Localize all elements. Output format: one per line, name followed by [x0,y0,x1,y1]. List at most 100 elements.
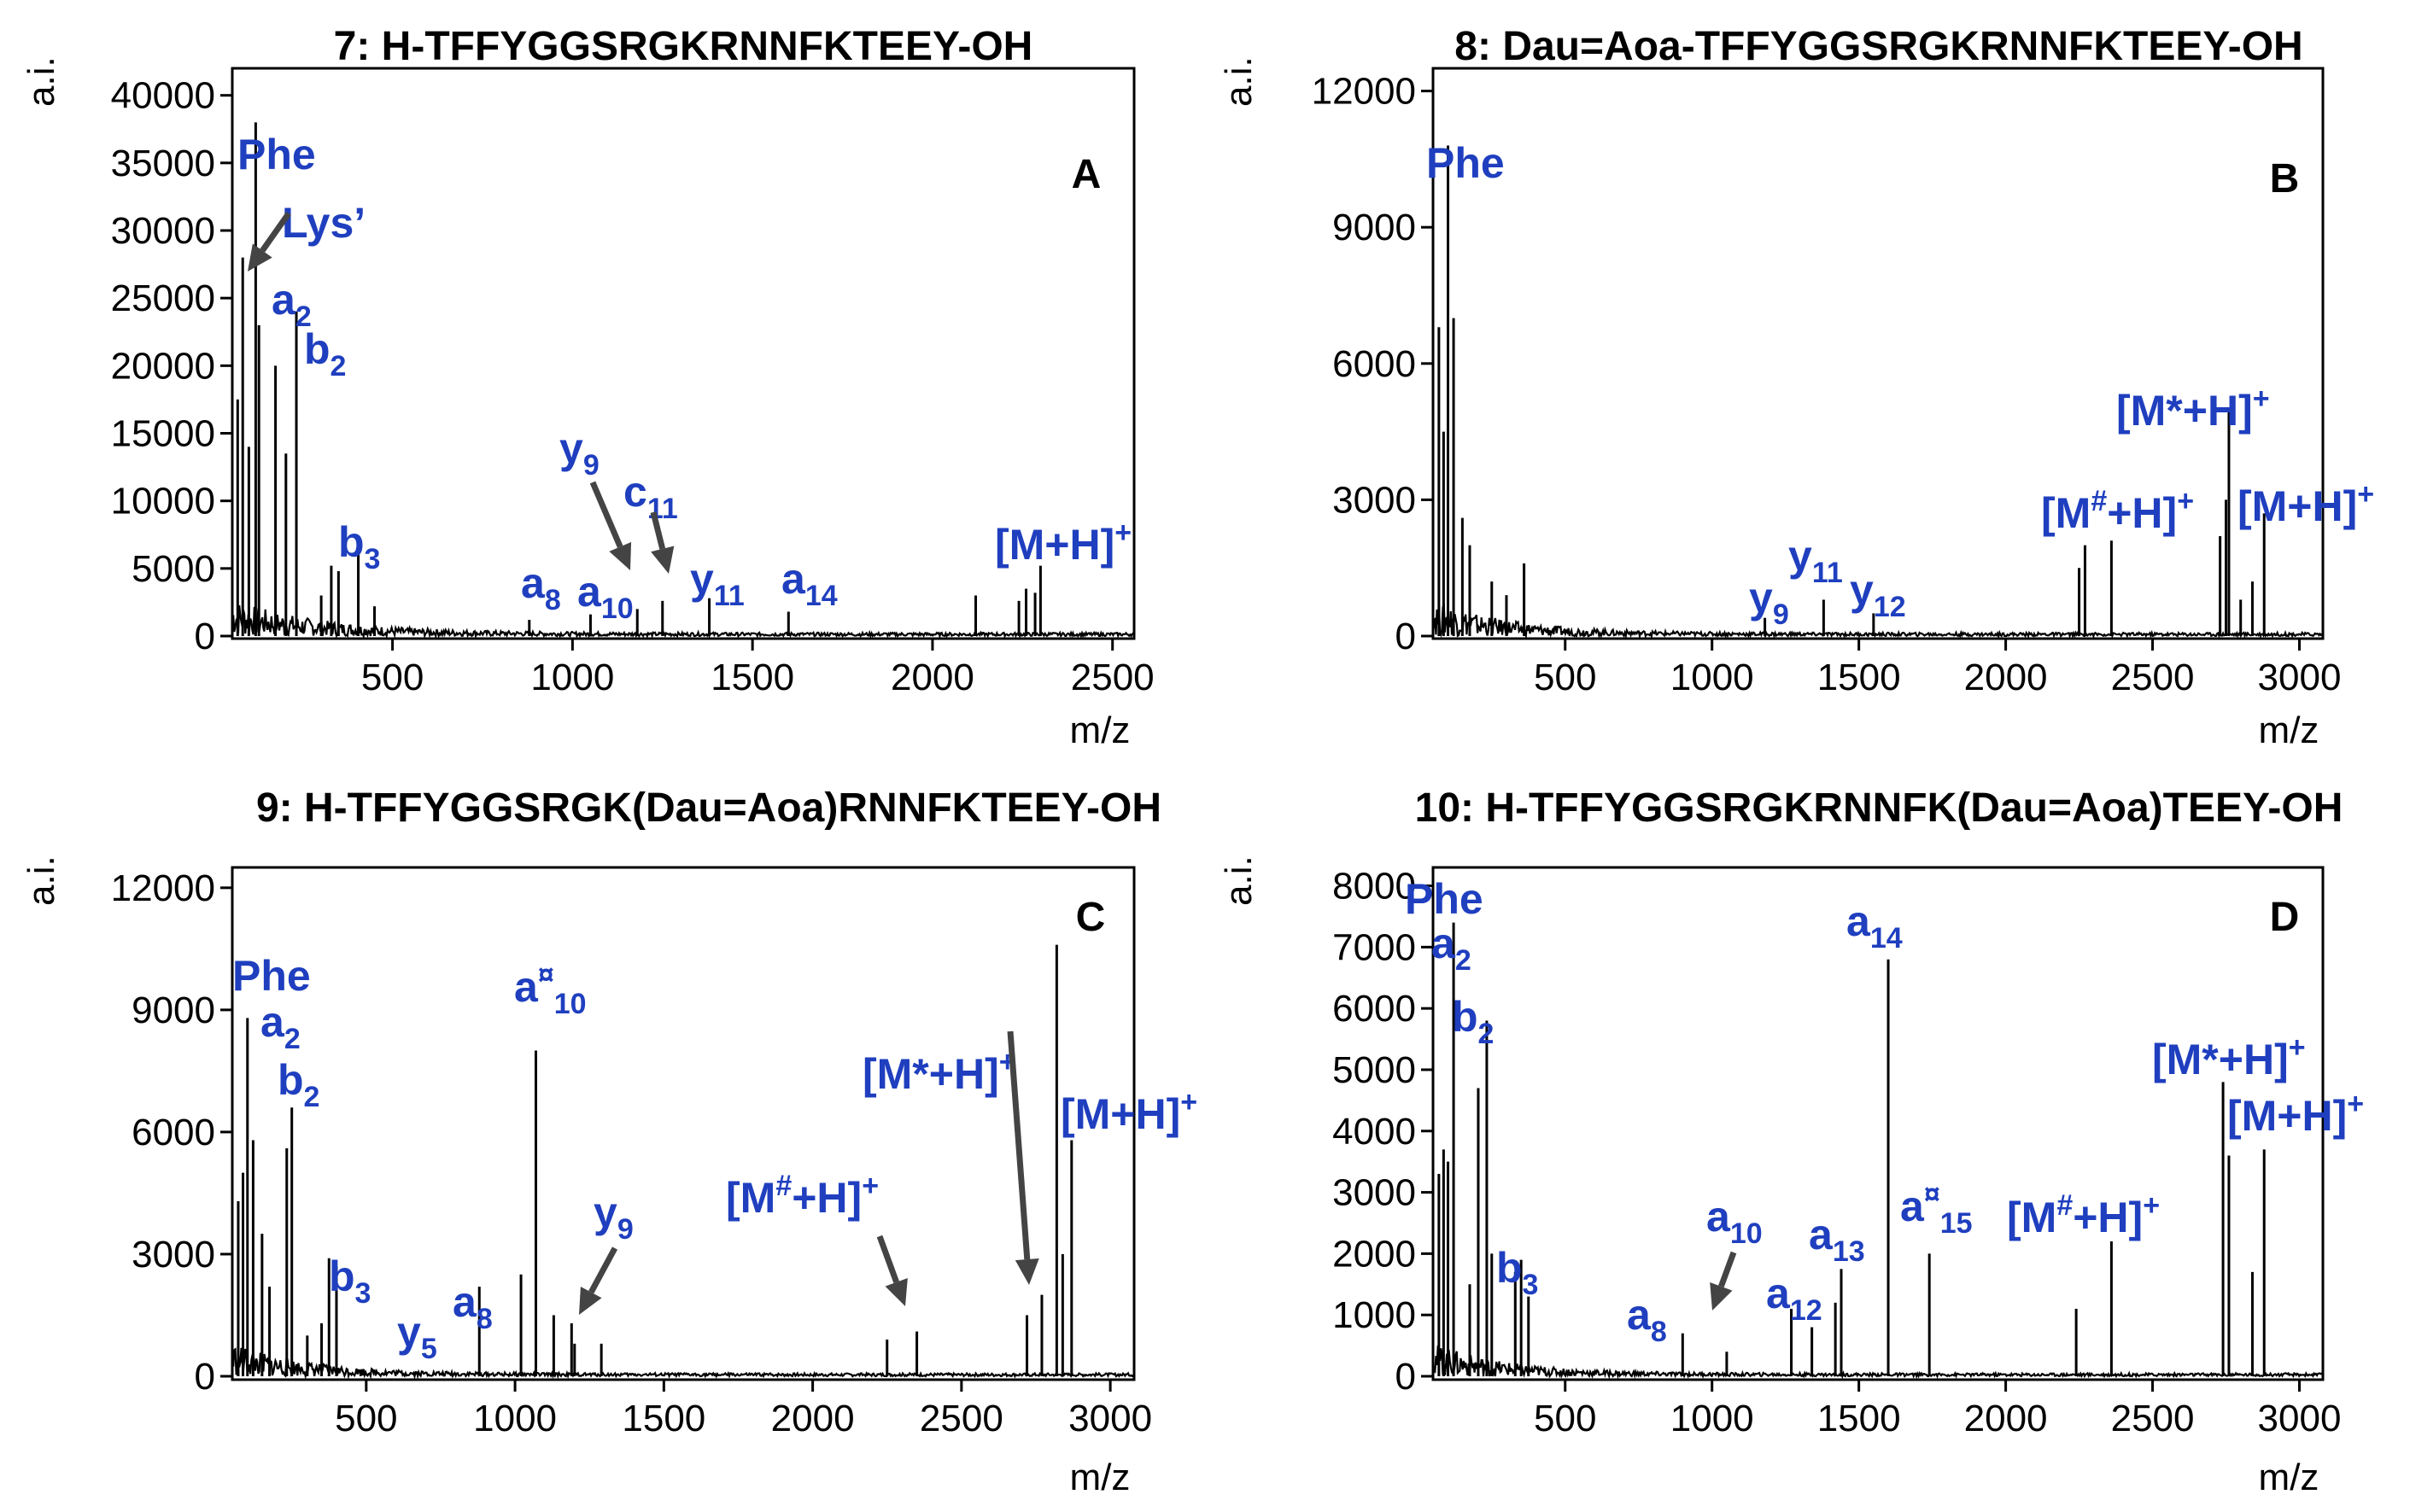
x-tick-label: 2500 [1071,657,1155,698]
x-tick-label: 2000 [891,657,974,698]
peak-annotation: a8 [1627,1291,1667,1348]
y-tick-label: 5000 [1332,1049,1416,1091]
spectrum-baseline [231,604,1135,639]
y-tick-label: 6000 [132,1112,215,1153]
peak-annotation: y9 [559,424,600,482]
y-axis-label: a.i. [1218,855,1260,906]
x-tick-label: 2000 [1964,657,2048,698]
annotation-arrow [588,1246,618,1294]
panel-letter: D [2270,895,2300,940]
y-tick-label: 9000 [132,990,215,1031]
peak-annotation: Lys’ [282,199,366,247]
y-tick-label: 12000 [111,867,215,909]
x-axis-label: m/z [2259,1457,2319,1498]
y-tick-label: 35000 [111,143,215,184]
x-tick-label: 2500 [2111,657,2195,698]
y-tick-label: 30000 [111,210,215,252]
peak-annotation: [M#+H]+ [2007,1189,2160,1241]
peak-annotation: b2 [278,1056,319,1113]
peak-annotation: y9 [1749,574,1789,631]
peak-annotation: Phe [1426,139,1505,187]
y-tick-label: 0 [195,616,215,657]
y-tick-label: 0 [1395,1356,1416,1398]
peak-annotation: b3 [329,1252,371,1310]
y-tick-label: 3000 [1332,479,1416,521]
y-tick-label: 40000 [111,75,215,117]
panel-title: 9: H-TFFYGGSRGK(Dau=Aoa)RNNFKTEEY-OH [256,785,1161,831]
y-axis-label: a.i. [20,56,62,107]
y-tick-label: 15000 [111,413,215,455]
peak-annotation: c11 [623,468,678,525]
panel-b: 8: Dau=Aoa-TFFYGGSRGKRNNFKTEEY-OH 0 3000 60… [1218,24,2374,751]
panel-a: 7: H-TFFYGGSRGKRNNFKTEEY-OH 0 5000 10000 150… [20,24,1155,751]
panel-title: 8: Dau=Aoa-TFFYGGSRGKRNNFKTEEY-OH [1454,24,2302,69]
peak-annotation: a¤15 [1900,1178,1973,1240]
peak-annotation: a14 [781,555,838,612]
annotation-arrow [876,1235,899,1284]
x-axis-label: m/z [2259,709,2319,751]
peak-annotation: b3 [1496,1244,1538,1301]
panel-letter: B [2270,156,2300,201]
spectrum-baseline [1431,1345,2324,1380]
peak-annotation: b2 [304,325,346,382]
peak-annotation: [M+H]+ [2227,1088,2364,1140]
y-tick-label: 9000 [1332,207,1416,248]
x-tick-label: 2500 [920,1398,1003,1439]
peak-annotation: a¤10 [514,959,587,1020]
y-tick-label: 10000 [111,481,215,522]
peak-annotation: [M*+H]+ [863,1046,1016,1098]
x-tick-label: 500 [1534,657,1596,698]
y-tick-label: 6000 [1332,988,1416,1030]
arrow-head [609,541,632,570]
x-tick-label: 1000 [1670,1398,1754,1439]
x-tick-label: 1500 [711,657,794,698]
peak-annotation: [M*+H]+ [2116,382,2270,435]
y-axis-label: a.i. [20,855,62,906]
peak-annotation: Phe [1405,875,1483,923]
y-tick-label: 3000 [1332,1172,1416,1214]
peak-annotation: a10 [1706,1193,1763,1250]
y-tick-label: 5000 [132,548,215,590]
peak-annotation: a8 [521,559,561,616]
peak-annotation: a14 [1846,897,1903,954]
x-tick-label: 500 [361,657,424,698]
arrow-head [579,1286,602,1315]
spectrum-baseline [1431,602,2324,640]
y-tick-label: 6000 [1332,343,1416,385]
panel-letter: C [1076,895,1106,940]
peak-annotation: a2 [272,276,312,333]
peak-annotation: b3 [338,518,380,575]
y-tick-label: 2000 [1332,1233,1416,1275]
peak-annotation: y11 [690,555,745,612]
peak-annotation: [M+H]+ [1061,1086,1197,1138]
annotation-arrow [1718,1251,1737,1288]
x-tick-label: 3000 [2258,1398,2342,1439]
peak-annotation: a10 [577,568,634,625]
y-tick-label: 3000 [132,1234,215,1276]
annotation-arrow [650,511,666,550]
peak-annotation: b2 [1452,993,1494,1050]
x-tick-label: 500 [335,1398,397,1439]
peak-annotation: y12 [1850,566,1906,623]
x-axis-label: m/z [1070,1457,1131,1498]
x-tick-label: 1000 [473,1398,557,1439]
x-tick-label: 2000 [771,1398,855,1439]
x-tick-label: 1500 [622,1398,705,1439]
panel-letter: A [1072,152,1102,197]
x-tick-label: 1000 [530,657,614,698]
arrow-head [1015,1258,1039,1285]
plot-frame [231,866,1136,1381]
plot-frame [231,67,1136,640]
x-tick-label: 2500 [2111,1398,2195,1439]
peak-annotation: [M#+H]+ [2041,485,2194,537]
annotation-arrow [260,211,291,253]
peak-annotation: a12 [1766,1270,1822,1327]
annotation-arrow [589,481,623,548]
y-tick-label: 1000 [1332,1294,1416,1336]
y-tick-label: 20000 [111,345,215,387]
peak-annotation: [M#+H]+ [726,1170,879,1222]
y-axis-label: a.i. [1218,56,1260,107]
panel-title: 10: H-TFFYGGSRGKRNNFK(Dau=Aoa)TEEY-OH [1415,785,2343,831]
x-tick-label: 2000 [1964,1398,2048,1439]
